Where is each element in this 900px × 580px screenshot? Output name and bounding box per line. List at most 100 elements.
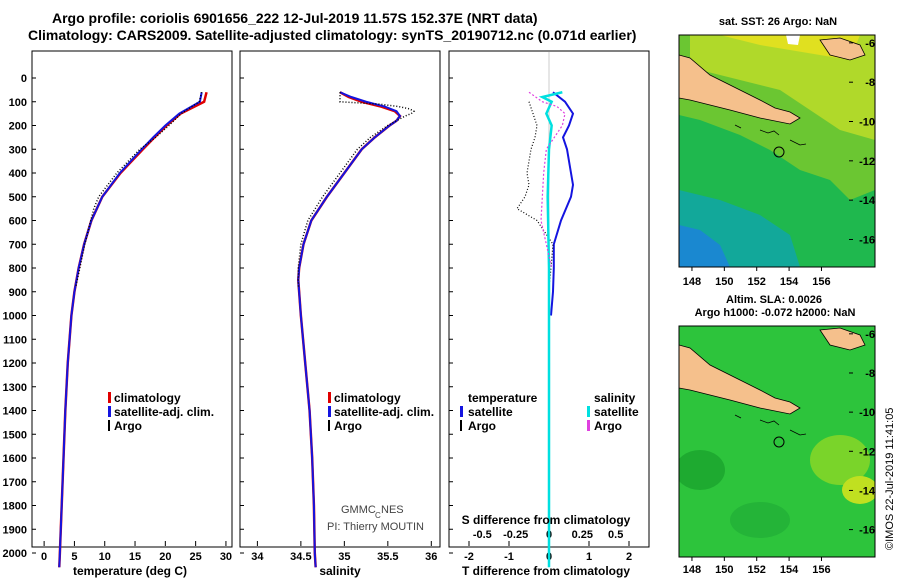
- temperature-x-axis: 0 5 10 15 20 25 30: [41, 541, 232, 563]
- legend-argo-label: Argo: [334, 419, 362, 433]
- sst-lon-axis: 148 150 152 154 156: [683, 267, 831, 288]
- x-tick-label: -0.5: [473, 529, 492, 541]
- map-lat-label: -16: [859, 525, 875, 537]
- sdiff-argo-line: [528, 91, 566, 269]
- sla-high-patch: [810, 435, 870, 485]
- map-bottom-title-2: Argo h1000: -0.072 h2000: NaN: [695, 307, 856, 319]
- salinity-axis-label: salinity: [319, 564, 361, 578]
- sla-higher-patch: [842, 476, 875, 504]
- x-tick-label: 5: [71, 551, 77, 563]
- depth-tick-label: 500: [9, 192, 27, 204]
- title-line-2: Climatology: CARS2009. Satellite-adjuste…: [28, 27, 637, 43]
- map-top-title: sat. SST: 26 Argo: NaN: [719, 16, 837, 28]
- legend-argo-label: Argo: [114, 419, 142, 433]
- legend-satellite-label: satellite-adj. clim.: [114, 405, 214, 419]
- x-tick-label: 25: [190, 551, 202, 563]
- map-lat-label: -6: [865, 38, 875, 50]
- legend-satellite-swatch: [108, 406, 111, 417]
- timestamp: ©IMOS 22-Jul-2019 11:41:05: [884, 408, 896, 550]
- map-lon-label: 154: [780, 564, 799, 576]
- credit-pi: PI: Thierry MOUTIN: [327, 521, 424, 533]
- depth-tick-label: 1100: [3, 334, 27, 346]
- tdiff-satellite-line: [550, 91, 575, 316]
- depth-tick-label: 800: [9, 263, 27, 275]
- sla-argo-position: [773, 436, 785, 448]
- sdiff-axis-label: S difference from climatology: [462, 513, 631, 527]
- sdiff-x-axis: -0.5 -0.25 0 0.25 0.5: [473, 529, 623, 541]
- map-lon-label: 152: [748, 276, 766, 288]
- diff-legend-sal-argo-swatch: [587, 420, 590, 431]
- x-tick-label: 15: [129, 551, 141, 563]
- map-lon-label: 148: [683, 564, 701, 576]
- map-lat-label: -16: [859, 234, 875, 246]
- depth-tick-label: 1700: [3, 477, 27, 489]
- temperature-legend: climatology satellite-adj. clim. Argo: [108, 391, 214, 433]
- legend-argo-swatch: [108, 420, 110, 431]
- diff-legend-temperature: temperature: [468, 391, 538, 405]
- credit-c-sub: C: [375, 511, 381, 520]
- depth-tick-label: 400: [9, 168, 27, 180]
- tdiff-argo-line: [516, 101, 554, 288]
- map-lon-label: 150: [715, 276, 733, 288]
- sst-map-frame: [678, 34, 876, 268]
- x-tick-label: 36: [425, 551, 437, 563]
- x-tick-label: 0.25: [572, 529, 593, 541]
- x-tick-label: 0: [41, 551, 47, 563]
- tdiff-axis-label: T difference from climatology: [462, 564, 630, 578]
- x-tick-label: 2: [626, 551, 632, 563]
- depth-tick-label: 1800: [3, 501, 27, 513]
- depth-axis: 0100200300400500600700800900100011001200…: [3, 73, 453, 560]
- sst-argo-position: [773, 146, 785, 158]
- diff-legend-sal-sat-label: satellite: [594, 405, 639, 419]
- depth-tick-label: 900: [9, 287, 27, 299]
- x-tick-label: 30: [220, 551, 232, 563]
- map-lat-label: -6: [865, 329, 875, 341]
- map-lat-label: -8: [865, 368, 875, 380]
- sla-land-new-britain: [819, 327, 866, 351]
- diff-legend-temp-argo-swatch: [460, 420, 462, 431]
- map-lat-label: -14: [859, 485, 876, 497]
- x-tick-label: 34.5: [290, 551, 311, 563]
- sla-low-patch: [679, 450, 725, 490]
- map-lon-label: 154: [780, 276, 799, 288]
- x-tick-label: 35: [338, 551, 350, 563]
- diff-legend-sal-argo-label: Argo: [594, 419, 622, 433]
- sst-map: [679, 35, 875, 267]
- sst-missing-data: [786, 35, 800, 45]
- sdiff-satellite-line: [538, 91, 563, 568]
- map-bottom-title-1: Altim. SLA: 0.0026: [726, 294, 822, 306]
- x-tick-label: -1: [504, 551, 514, 563]
- sal-satellite-line: [297, 91, 402, 568]
- salinity-x-axis: 34 34.5 35 35.5 36: [251, 541, 437, 563]
- map-lat-label: -12: [859, 156, 875, 168]
- depth-tick-label: 300: [9, 144, 27, 156]
- sla-islands: [734, 414, 807, 436]
- legend-climatology-swatch: [328, 392, 331, 403]
- depth-tick-label: 1600: [3, 453, 27, 465]
- depth-tick-label: 200: [9, 121, 27, 133]
- x-tick-label: -0.25: [503, 529, 528, 541]
- sst-land-new-guinea: [679, 54, 801, 125]
- diff-legend-sal-sat-swatch: [587, 406, 590, 417]
- credit-gmmc: GMMC: [341, 504, 376, 516]
- x-tick-label: 35.5: [377, 551, 398, 563]
- sla-map-frame: [678, 325, 876, 558]
- depth-tick-label: 1000: [3, 311, 27, 323]
- depth-tick-label: 2000: [3, 548, 27, 560]
- credits: GMMC C NES PI: Thierry MOUTIN: [327, 504, 424, 533]
- x-tick-label: 1: [586, 551, 592, 563]
- x-tick-label: -2: [464, 551, 474, 563]
- temp-argo-line: [74, 92, 203, 288]
- sla-low-patch-2: [730, 502, 790, 538]
- sst-land-new-britain: [819, 37, 866, 61]
- diff-legend-salinity: salinity: [594, 391, 636, 405]
- salinity-legend: climatology satellite-adj. clim. Argo: [328, 391, 434, 433]
- legend-satellite-label: satellite-adj. clim.: [334, 405, 434, 419]
- temperature-axis-label: temperature (deg C): [73, 564, 187, 578]
- depth-tick-label: 0: [21, 73, 27, 85]
- x-tick-label: 20: [159, 551, 171, 563]
- depth-tick-label: 1300: [3, 382, 27, 394]
- series-layer: [58, 52, 575, 568]
- difference-legend: temperature satellite Argo salinity sate…: [460, 391, 639, 433]
